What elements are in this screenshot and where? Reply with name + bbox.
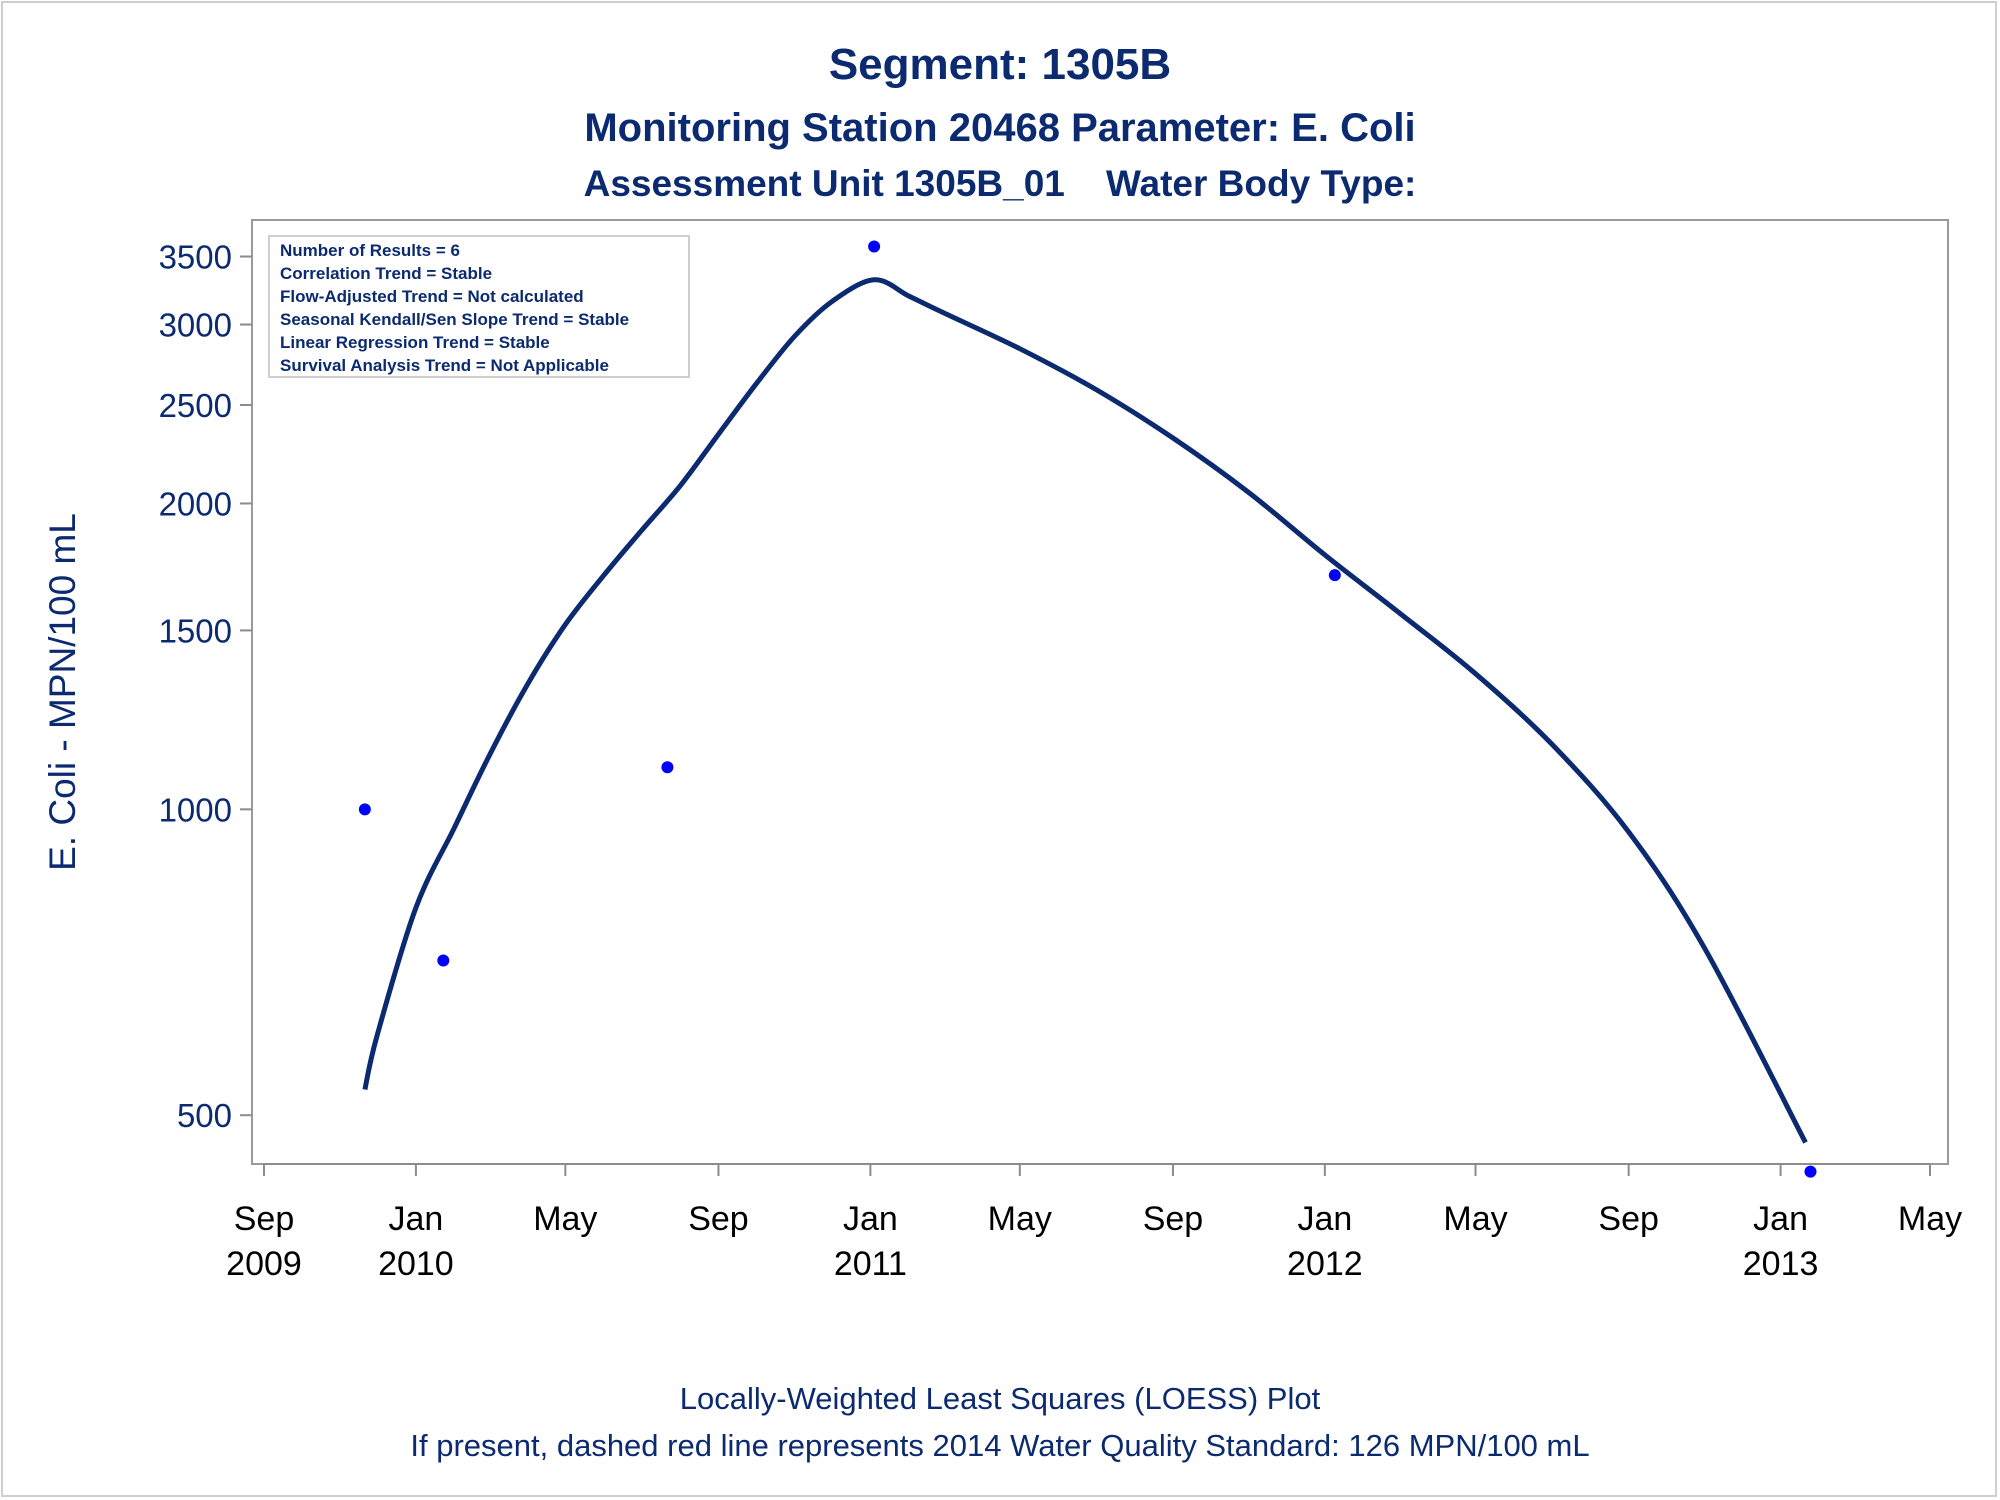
data-point (358, 803, 371, 816)
loess-line-series (362, 277, 1808, 1144)
y-tick-label: 3500 (159, 239, 232, 276)
info-line-results: Number of Results = 6 (280, 241, 460, 260)
x-tick-label: Jan (843, 1200, 898, 1238)
data-point (868, 240, 881, 253)
y-tick-label: 500 (177, 1097, 232, 1134)
x-tick-year-label: 2009 (226, 1245, 302, 1283)
y-tick-label: 2000 (159, 485, 232, 522)
info-line-flow-adjusted: Flow-Adjusted Trend = Not calculated (280, 287, 584, 306)
chart-title: Segment: 1305B (828, 40, 1172, 89)
chart-subtitle-2: Assessment Unit 1305B_01 Water Body Type… (583, 163, 1417, 204)
trend-info-box: Number of Results = 6 Correlation Trend … (268, 235, 690, 378)
x-tick-label: Sep (688, 1200, 749, 1238)
footnote-standard: If present, dashed red line represents 2… (410, 1428, 1590, 1463)
footnote-loess: Locally-Weighted Least Squares (LOESS) P… (679, 1381, 1321, 1416)
scatter-series (358, 240, 1817, 1178)
data-point (1328, 569, 1341, 582)
info-line-seasonal-kendall: Seasonal Kendall/Sen Slope Trend = Stabl… (280, 310, 629, 329)
y-tick-label: 2500 (159, 387, 232, 424)
data-point (1804, 1165, 1817, 1178)
trend-info-box-border (268, 235, 690, 378)
x-tick-label: May (1443, 1200, 1507, 1238)
x-tick-year-label: 2012 (1287, 1245, 1363, 1283)
x-tick-year-label: 2013 (1743, 1245, 1819, 1283)
x-tick-year-label: 2010 (378, 1245, 454, 1283)
y-tick-label: 3000 (159, 307, 232, 344)
x-tick-label: May (988, 1200, 1052, 1238)
x-tick-label: Jan (1297, 1200, 1352, 1238)
x-tick-label: Sep (1598, 1200, 1659, 1238)
x-tick-label: Sep (234, 1200, 295, 1238)
x-tick-year-label: 2011 (834, 1245, 907, 1283)
y-axis: 500 1000 1500 2000 2500 3000 3500 (159, 239, 252, 1134)
info-line-correlation: Correlation Trend = Stable (280, 264, 492, 283)
data-point (661, 761, 674, 774)
x-tick-label: May (533, 1200, 597, 1238)
x-tick-label: Sep (1143, 1200, 1204, 1238)
x-axis: Sep 2009 Jan 2010 May Sep Jan 2011 May Sep Jan 2012… (226, 1163, 1962, 1283)
info-line-linear-regression: Linear Regression Trend = Stable (280, 333, 550, 352)
chart-subtitle: Monitoring Station 20468 Parameter: E. C… (584, 106, 1416, 150)
info-line-survival-analysis: Survival Analysis Trend = Not Applicable (280, 356, 609, 375)
x-tick-label: Jan (1753, 1200, 1808, 1238)
y-axis-label: E. Coli - MPN/100 mL (42, 513, 83, 871)
chart-footnotes: Locally-Weighted Least Squares (LOESS) P… (0, 1375, 2000, 1469)
data-point (437, 954, 450, 967)
y-tick-label: 1500 (159, 612, 232, 649)
chart-titles: Segment: 1305B Monitoring Station 20468 … (0, 30, 2000, 212)
loess-line (362, 277, 1808, 1144)
y-tick-label: 1000 (159, 791, 232, 828)
x-tick-label: May (1898, 1200, 1962, 1238)
x-tick-label: Jan (388, 1200, 443, 1238)
